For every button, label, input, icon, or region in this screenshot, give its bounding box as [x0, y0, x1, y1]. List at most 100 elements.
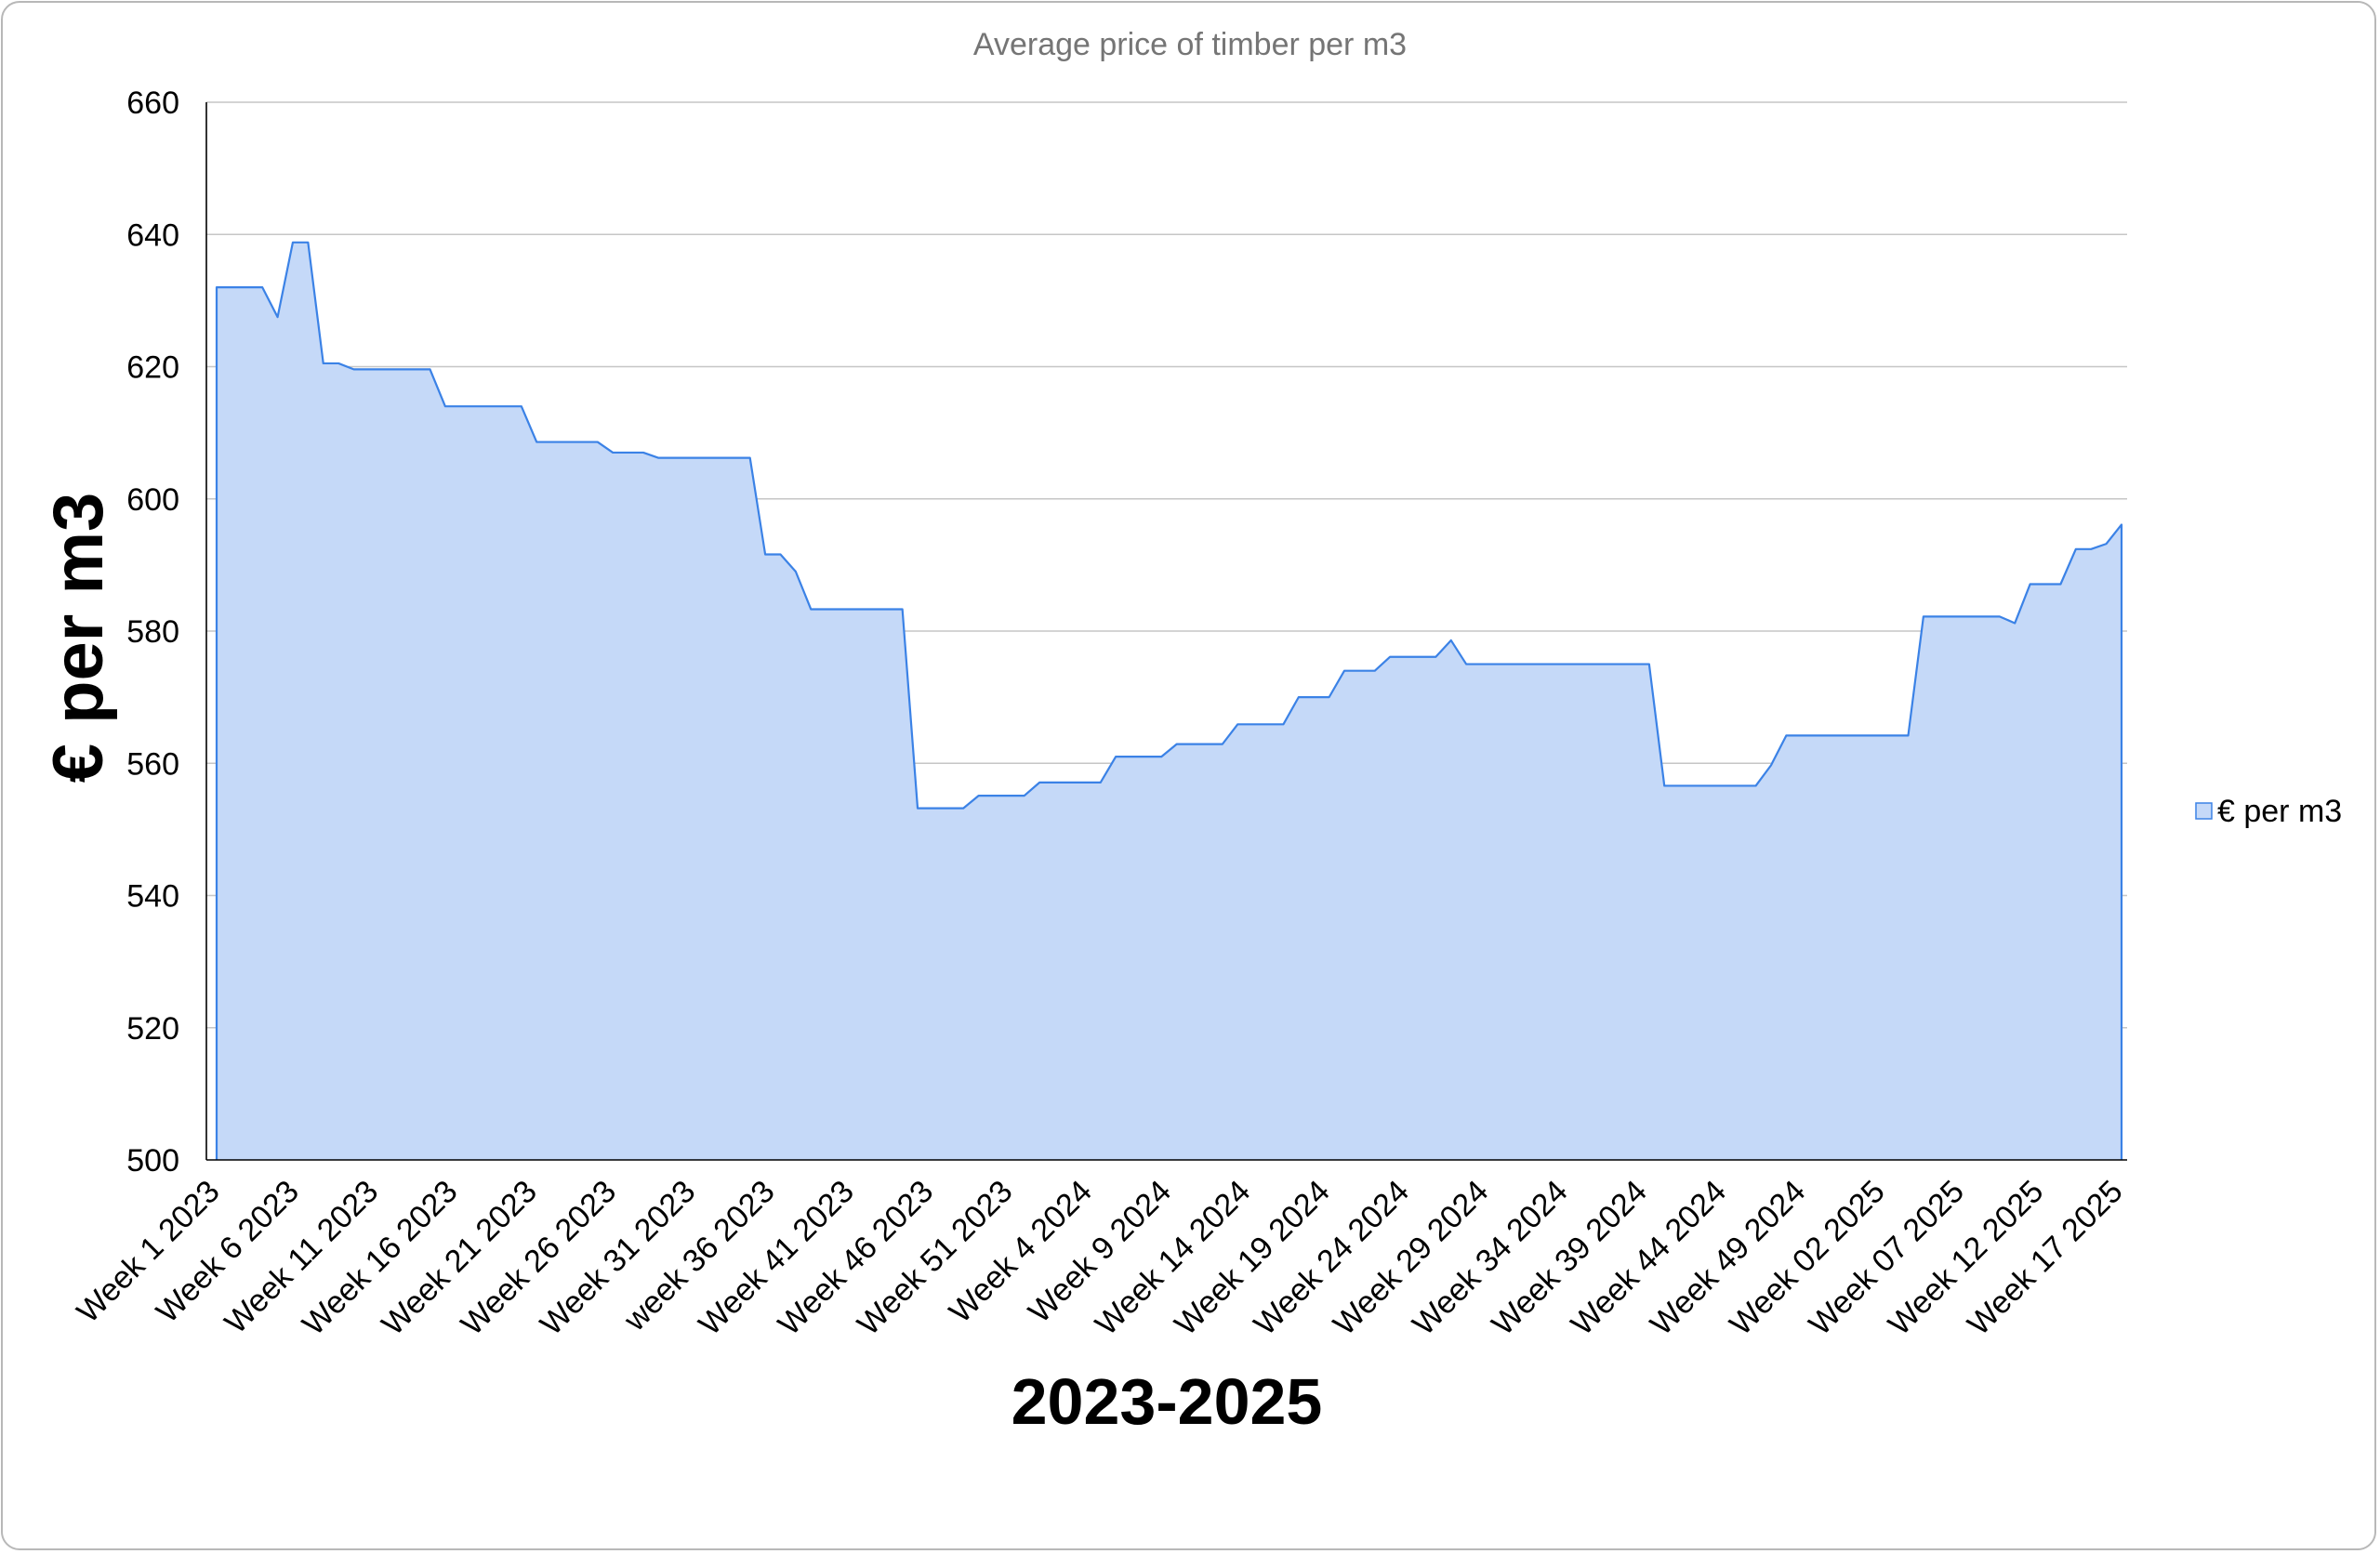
- data-point-17: [474, 404, 478, 408]
- y-tick-label-620: 620: [126, 350, 179, 386]
- data-point-96: [1678, 784, 1682, 787]
- data-point-85: [1510, 663, 1514, 666]
- data-point-50: [977, 794, 981, 797]
- y-tick-label-520: 520: [126, 1011, 179, 1047]
- data-point-81: [1449, 639, 1453, 642]
- data-point-105: [1815, 733, 1818, 737]
- y-tick-label-600: 600: [126, 482, 179, 518]
- data-point-95: [1662, 784, 1666, 787]
- data-point-102: [1769, 763, 1773, 767]
- data-point-112: [1922, 614, 1925, 618]
- data-point-109: [1876, 733, 1880, 737]
- data-point-101: [1754, 784, 1758, 787]
- data-point-52: [1007, 794, 1011, 797]
- legend-swatch: [2195, 802, 2213, 820]
- data-point-41: [840, 608, 843, 612]
- data-point-90: [1586, 663, 1590, 666]
- y-tick-label-500: 500: [126, 1143, 179, 1179]
- data-point-24: [580, 441, 584, 444]
- data-point-123: [2089, 547, 2093, 551]
- data-point-35: [748, 456, 752, 460]
- data-point-34: [733, 456, 736, 460]
- data-point-79: [1419, 655, 1422, 659]
- data-point-8: [337, 362, 340, 365]
- y-tick-label-560: 560: [126, 746, 179, 782]
- data-point-65: [1205, 743, 1209, 746]
- data-point-21: [535, 441, 538, 444]
- data-point-72: [1312, 695, 1316, 699]
- data-point-76: [1373, 669, 1377, 673]
- data-point-43: [870, 608, 874, 612]
- data-point-103: [1784, 733, 1788, 737]
- data-point-31: [687, 456, 691, 460]
- y-tick-labels: 500 520 540 560 580 600 620 640 660: [126, 86, 179, 1179]
- data-point-93: [1632, 663, 1635, 666]
- data-point-28: [641, 451, 645, 454]
- data-point-44: [885, 608, 889, 612]
- data-point-113: [1937, 614, 1940, 618]
- data-point-9: [352, 367, 356, 371]
- data-point-118: [2013, 621, 2016, 625]
- data-point-82: [1464, 663, 1468, 666]
- data-point-99: [1724, 784, 1727, 787]
- axes: [205, 102, 2127, 1161]
- data-point-48: [946, 807, 950, 810]
- data-point-15: [443, 404, 447, 408]
- data-point-46: [916, 807, 919, 810]
- data-point-114: [1952, 614, 1956, 618]
- data-point-47: [931, 807, 934, 810]
- data-point-125: [2120, 522, 2123, 526]
- data-point-60: [1130, 755, 1133, 758]
- data-point-30: [672, 456, 676, 460]
- data-point-51: [992, 794, 996, 797]
- data-point-124: [2105, 542, 2109, 546]
- data-point-92: [1617, 663, 1620, 666]
- data-point-54: [1038, 781, 1041, 784]
- data-point-1: [230, 285, 233, 289]
- data-point-37: [779, 552, 783, 556]
- data-point-111: [1907, 733, 1911, 737]
- y-tick-label-580: 580: [126, 614, 179, 650]
- data-point-7: [322, 362, 325, 365]
- data-point-97: [1693, 784, 1697, 787]
- data-point-56: [1068, 781, 1072, 784]
- data-point-26: [611, 451, 615, 454]
- series-line: [215, 241, 2123, 1160]
- y-axis-title: € per m3: [39, 493, 118, 784]
- x-axis-title: 2023-2025: [1012, 1365, 1323, 1438]
- data-area: [215, 241, 2123, 1160]
- data-point-40: [825, 608, 828, 612]
- data-point-69: [1266, 722, 1270, 726]
- data-point-75: [1357, 669, 1361, 673]
- data-point-6: [306, 241, 310, 244]
- data-point-49: [961, 807, 965, 810]
- data-point-106: [1831, 733, 1834, 737]
- data-point-62: [1159, 755, 1163, 758]
- data-point-36: [763, 552, 767, 556]
- data-point-70: [1281, 722, 1285, 726]
- data-point-27: [627, 451, 630, 454]
- y-tick-label-540: 540: [126, 879, 179, 915]
- data-point-73: [1328, 695, 1331, 699]
- data-point-77: [1388, 655, 1392, 659]
- data-point-25: [596, 441, 600, 444]
- data-point-57: [1083, 781, 1087, 784]
- data-point-23: [565, 441, 569, 444]
- data-point-68: [1251, 722, 1255, 726]
- data-point-33: [718, 456, 721, 460]
- data-point-20: [520, 404, 523, 408]
- data-point-12: [398, 367, 402, 371]
- data-point-53: [1023, 794, 1026, 797]
- data-point-29: [656, 456, 660, 460]
- data-point-115: [1967, 614, 1971, 618]
- chart-title: Average price of timber per m3: [973, 27, 1407, 62]
- data-point-39: [809, 608, 813, 612]
- data-point-58: [1099, 781, 1103, 784]
- data-point-117: [1998, 614, 2002, 618]
- data-point-88: [1556, 663, 1560, 666]
- data-point-32: [703, 456, 707, 460]
- data-point-107: [1845, 733, 1849, 737]
- legend-label-series-1: € per m3: [2217, 794, 2342, 829]
